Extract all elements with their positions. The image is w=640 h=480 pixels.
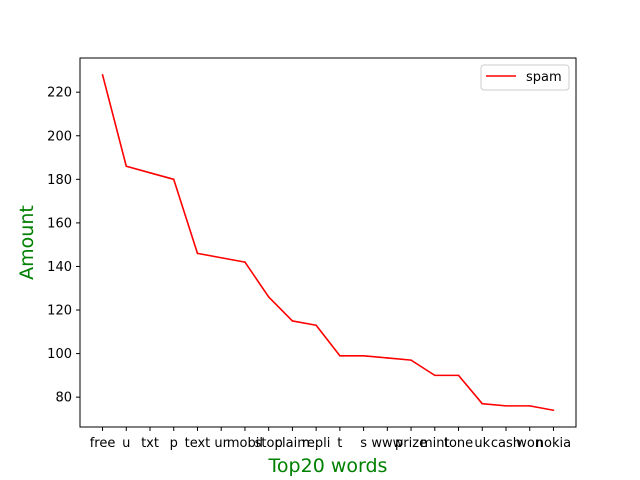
x-tick-label-stop: stop bbox=[255, 436, 283, 451]
x-axis-label: Top20 words bbox=[268, 455, 388, 477]
x-tick-label-ur: ur bbox=[214, 436, 228, 451]
data-point-spam-free bbox=[101, 73, 104, 76]
x-tick-label-mint: mint bbox=[420, 436, 450, 451]
x-tick-label-claim: claim bbox=[275, 436, 310, 451]
x-tick-label-won: won bbox=[516, 436, 543, 451]
y-tick-label-160: 160 bbox=[47, 216, 72, 231]
data-point-spam-mint bbox=[433, 374, 436, 377]
data-point-spam-prize bbox=[410, 359, 412, 361]
y-axis-label: Amount bbox=[16, 205, 38, 280]
data-point-spam-www bbox=[386, 357, 389, 359]
data-point-spam-stop bbox=[267, 296, 270, 298]
x-tick-label-mobil: mobil bbox=[227, 436, 263, 451]
y-tick-label-200: 200 bbox=[47, 129, 72, 144]
data-point-spam-t bbox=[339, 354, 341, 357]
data-point-spam-uk bbox=[481, 402, 484, 405]
data-point-spam-ur bbox=[220, 256, 223, 259]
data-point-spam-s bbox=[362, 354, 365, 357]
x-tick-label-u: u bbox=[122, 436, 130, 451]
x-tick-label-www: www bbox=[371, 436, 403, 451]
x-tick-label-repli: repli bbox=[302, 436, 331, 451]
y-tick-label-120: 120 bbox=[47, 304, 72, 319]
x-tick-label-nokia: nokia bbox=[536, 436, 571, 451]
data-point-spam-u bbox=[125, 165, 128, 168]
data-point-spam-p bbox=[172, 178, 175, 181]
series-line-spam bbox=[101, 74, 554, 412]
x-tick-label-prize: prize bbox=[395, 436, 427, 451]
data-point-spam-tone bbox=[457, 374, 460, 377]
data-point-spam-txt bbox=[149, 171, 151, 174]
x-tick-label-s: s bbox=[360, 436, 367, 451]
data-point-spam-claim bbox=[291, 320, 294, 322]
x-tick-label-cash: cash bbox=[491, 436, 521, 451]
legend-box bbox=[480, 64, 570, 91]
data-point-spam-repli bbox=[315, 324, 317, 327]
plot-area-frame bbox=[79, 57, 577, 428]
series-layer bbox=[101, 73, 555, 412]
data-point-spam-cash bbox=[505, 405, 507, 407]
x-tick-label-txt: txt bbox=[141, 436, 159, 451]
y-tick-label-140: 140 bbox=[47, 260, 72, 275]
y-tick-label-220: 220 bbox=[47, 86, 72, 101]
legend-label-spam: spam bbox=[526, 70, 562, 85]
y-tick-label-100: 100 bbox=[47, 347, 72, 362]
y-axis: 80 100 120 140 160 180 200 220 bbox=[47, 86, 80, 406]
data-point-spam-nokia bbox=[552, 409, 555, 412]
data-point-spam-mobil bbox=[244, 261, 246, 263]
y-tick-label-80: 80 bbox=[55, 391, 72, 406]
x-tick-label-uk: uk bbox=[474, 436, 490, 451]
x-tick-label-t: t bbox=[337, 436, 342, 451]
x-tick-label-text: text bbox=[185, 436, 211, 451]
x-tick-label-p: p bbox=[170, 436, 178, 451]
data-point-spam-won bbox=[528, 405, 531, 407]
legend: spam bbox=[480, 64, 570, 91]
x-tick-label-free: free bbox=[90, 436, 116, 451]
y-tick-label-180: 180 bbox=[47, 173, 72, 188]
data-point-spam-text bbox=[196, 252, 199, 255]
x-tick-label-tone: tone bbox=[444, 436, 473, 451]
